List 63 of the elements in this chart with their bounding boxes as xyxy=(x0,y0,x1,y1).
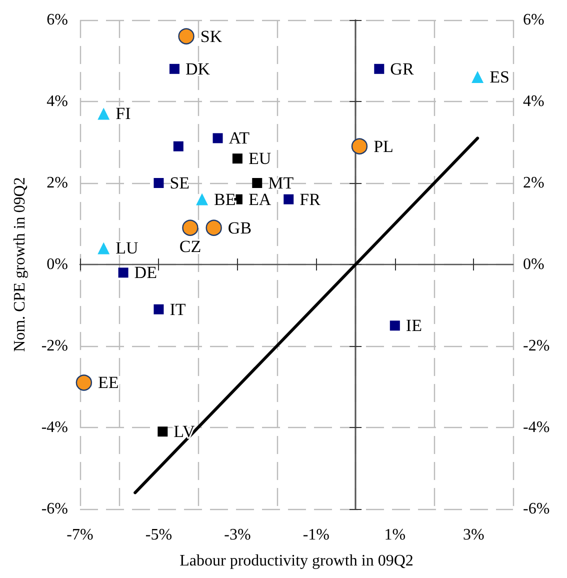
point xyxy=(98,242,110,254)
point xyxy=(284,194,294,204)
point xyxy=(212,133,223,144)
point xyxy=(178,28,194,44)
x-tick-label: -7% xyxy=(66,526,94,544)
point xyxy=(182,220,198,236)
data-label: DE xyxy=(134,263,157,282)
y-tick-label: -6% xyxy=(41,500,68,518)
y-axis-title: Nom. CPE growth in 09Q2 xyxy=(12,177,28,352)
y-tick-label: 4% xyxy=(46,93,68,110)
point xyxy=(158,426,168,437)
x-axis-title: Labour productivity growth in 09Q2 xyxy=(180,552,414,570)
y-tick-label: -4% xyxy=(41,419,68,436)
data-label: IE xyxy=(406,316,422,336)
data-label: SE xyxy=(170,174,190,192)
point xyxy=(76,374,92,391)
point xyxy=(252,178,262,188)
y-tick-label: 6% xyxy=(46,12,68,28)
data-label: FR xyxy=(300,190,322,209)
x-tick-label: -1% xyxy=(302,526,330,544)
x-tick-label: 3% xyxy=(462,526,484,544)
data-label: GB xyxy=(228,218,252,238)
y2-tick-label: 4% xyxy=(523,93,544,110)
data-label: IT xyxy=(170,300,186,319)
data-label: LU xyxy=(116,238,138,258)
data-label: GR xyxy=(390,59,414,78)
point xyxy=(196,193,208,206)
data-label: DK xyxy=(185,59,211,78)
point xyxy=(472,71,484,84)
point xyxy=(173,141,184,152)
point xyxy=(351,138,368,154)
x-tick-label: 1% xyxy=(384,526,406,544)
data-label: PL xyxy=(374,136,394,156)
point xyxy=(118,268,128,278)
y2-tick-label: 0% xyxy=(523,256,544,273)
data-label: AT xyxy=(228,128,250,148)
data-label: EU xyxy=(248,149,272,168)
data-label: CZ xyxy=(179,236,202,256)
y2-tick-label: 2% xyxy=(523,174,544,192)
point xyxy=(154,304,164,314)
point xyxy=(169,64,180,74)
point xyxy=(390,320,400,331)
y-tick-label: 0% xyxy=(46,256,68,273)
data-label: ES xyxy=(490,68,510,87)
point xyxy=(98,108,110,120)
y-tick-label: 2% xyxy=(46,174,68,192)
data-label: SK xyxy=(200,26,223,46)
data-label: MT xyxy=(268,174,294,192)
data-label: EE xyxy=(98,373,119,392)
data-label: FI xyxy=(116,104,132,124)
y2-tick-label: 6% xyxy=(523,12,544,28)
point xyxy=(374,64,384,74)
data-label: EA xyxy=(248,190,272,209)
x-tick-label: -3% xyxy=(224,526,251,544)
y2-tick-label: -2% xyxy=(523,338,550,354)
data-label: LV xyxy=(174,422,196,442)
y-tick-label: -2% xyxy=(41,338,68,354)
y2-tick-label: -4% xyxy=(523,419,550,436)
point xyxy=(154,178,164,188)
y2-tick-label: -6% xyxy=(523,500,550,518)
point xyxy=(232,154,242,164)
point xyxy=(206,220,222,236)
x-tick-label: -5% xyxy=(145,526,172,544)
